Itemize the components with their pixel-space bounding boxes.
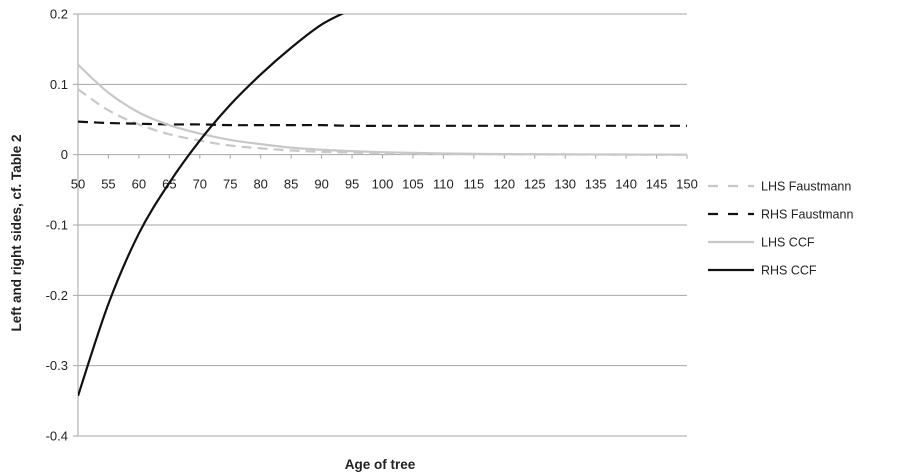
x-tick-label: 70 [193, 177, 207, 192]
axes: 0.20.10-0.1-0.2-0.3-0.450 55 60 65 70 75 80 85 9… [46, 7, 698, 444]
legend-label-rhs-ccf: RHS CCF [761, 264, 817, 278]
x-tick-label: 90 [314, 177, 328, 192]
series-line-rhs-faustmann [78, 120, 687, 127]
y-tick-label: -0.3 [46, 358, 68, 373]
x-tick-label: 130 [554, 177, 576, 192]
x-tick-label: 150 [676, 177, 698, 192]
x-tick-label: 115 [463, 177, 484, 192]
y-tick-label: 0.1 [50, 77, 68, 92]
y-tick-label: -0.2 [46, 288, 68, 303]
y-tick-label: -0.4 [46, 429, 68, 444]
legend-label-rhs-faustmann: RHS Faustmann [761, 208, 853, 222]
x-tick-label: 120 [493, 177, 515, 192]
axis-labels: Age of tree Left and right sides, cf. Ta… [9, 134, 416, 472]
x-tick-label: 110 [433, 177, 454, 192]
x-tick-label: 105 [402, 177, 424, 192]
x-tick-label: 140 [615, 177, 637, 192]
x-tick-label: 100 [372, 177, 394, 192]
y-tick-label: 0 [61, 147, 68, 162]
x-tick-label: 80 [253, 177, 267, 192]
series-lines [78, 14, 687, 397]
legend-label-lhs-ccf: LHS CCF [761, 236, 815, 250]
legend-label-lhs-faustmann: LHS Faustmann [761, 180, 851, 194]
y-axis-title: Left and right sides, cf. Table 2 [9, 134, 24, 331]
y-tick-label: 0.2 [50, 7, 68, 22]
x-tick-label: 50 [71, 177, 85, 192]
x-tick-label: 85 [284, 177, 298, 192]
x-axis-title: Age of tree [345, 457, 416, 472]
y-tick-label: -0.1 [46, 218, 68, 233]
x-tick-label: 55 [101, 177, 115, 192]
legend: LHS Faustmann RHS Faustmann LHS CCF RHS CCF [708, 180, 853, 278]
x-tick-label: 145 [646, 177, 668, 192]
x-tick-label: 135 [585, 177, 607, 192]
x-tick-label: 95 [345, 177, 359, 192]
x-tick-label: 60 [132, 177, 146, 192]
x-tick-label: 125 [524, 177, 546, 192]
series-line-lhs-ccf [78, 63, 687, 156]
series-line-rhs-ccf [78, 14, 345, 397]
x-tick-label: 75 [223, 177, 237, 192]
